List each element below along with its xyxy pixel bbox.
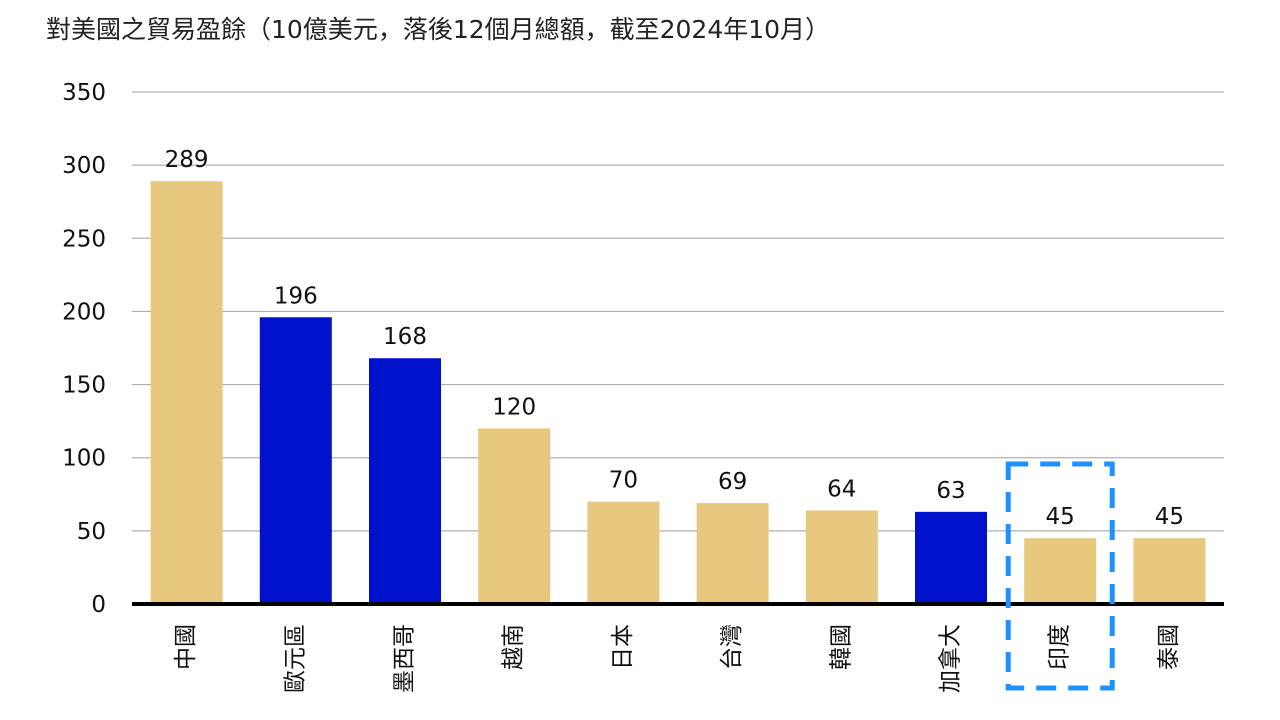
category-label: 台灣 [719,624,745,670]
data-label: 120 [492,394,536,420]
data-label: 45 [1046,504,1075,530]
bar [915,511,987,604]
data-labels: 289 196 168 120 70 69 64 63 45 45 [165,147,1184,530]
data-label: 69 [718,469,747,495]
data-label: 289 [165,147,209,173]
category-label: 泰國 [1156,624,1182,670]
category-label: 加拿大 [937,624,964,693]
bar [805,510,878,604]
y-tick-label: 350 [62,80,106,106]
category-label: 越南 [501,624,527,670]
y-tick-label: 300 [62,153,106,179]
y-tick-label: 50 [77,519,106,545]
bars [150,181,1206,604]
data-label: 45 [1155,504,1184,530]
bar [259,317,332,604]
category-label: 歐元區 [282,624,308,693]
y-tick-label: 150 [62,373,106,399]
y-tick-label: 250 [62,226,106,252]
data-label: 168 [383,324,427,350]
y-tick-label: 0 [91,592,106,618]
category-label: 韓國 [828,624,854,670]
data-label: 196 [274,283,318,309]
data-label: 64 [827,476,856,502]
bar [587,501,660,604]
bar [1024,538,1097,604]
bar [696,503,769,604]
y-axis-tick-labels: 0 50 100 150 200 250 300 350 [62,80,106,618]
data-label: 70 [609,468,638,494]
category-labels: 中國 歐元區 墨西哥 越南 日本 台灣 韓國 加拿大 印度 泰國 [173,624,1182,693]
highlight-box [1005,461,1115,691]
bar [478,428,551,604]
data-label: 63 [936,478,965,504]
chart-title: 對美國之貿易盈餘（10億美元，落後12個月總額，截至2024年10月） [46,15,831,44]
category-label: 日本 [610,624,636,670]
bar [1133,538,1206,604]
bar [150,181,223,604]
highlight-box-layer [1005,461,1115,691]
category-label: 中國 [173,624,199,670]
category-label: 印度 [1047,624,1073,670]
bar [369,358,441,604]
category-label: 墨西哥 [392,624,418,693]
y-tick-label: 200 [62,299,106,325]
y-tick-label: 100 [62,446,106,472]
